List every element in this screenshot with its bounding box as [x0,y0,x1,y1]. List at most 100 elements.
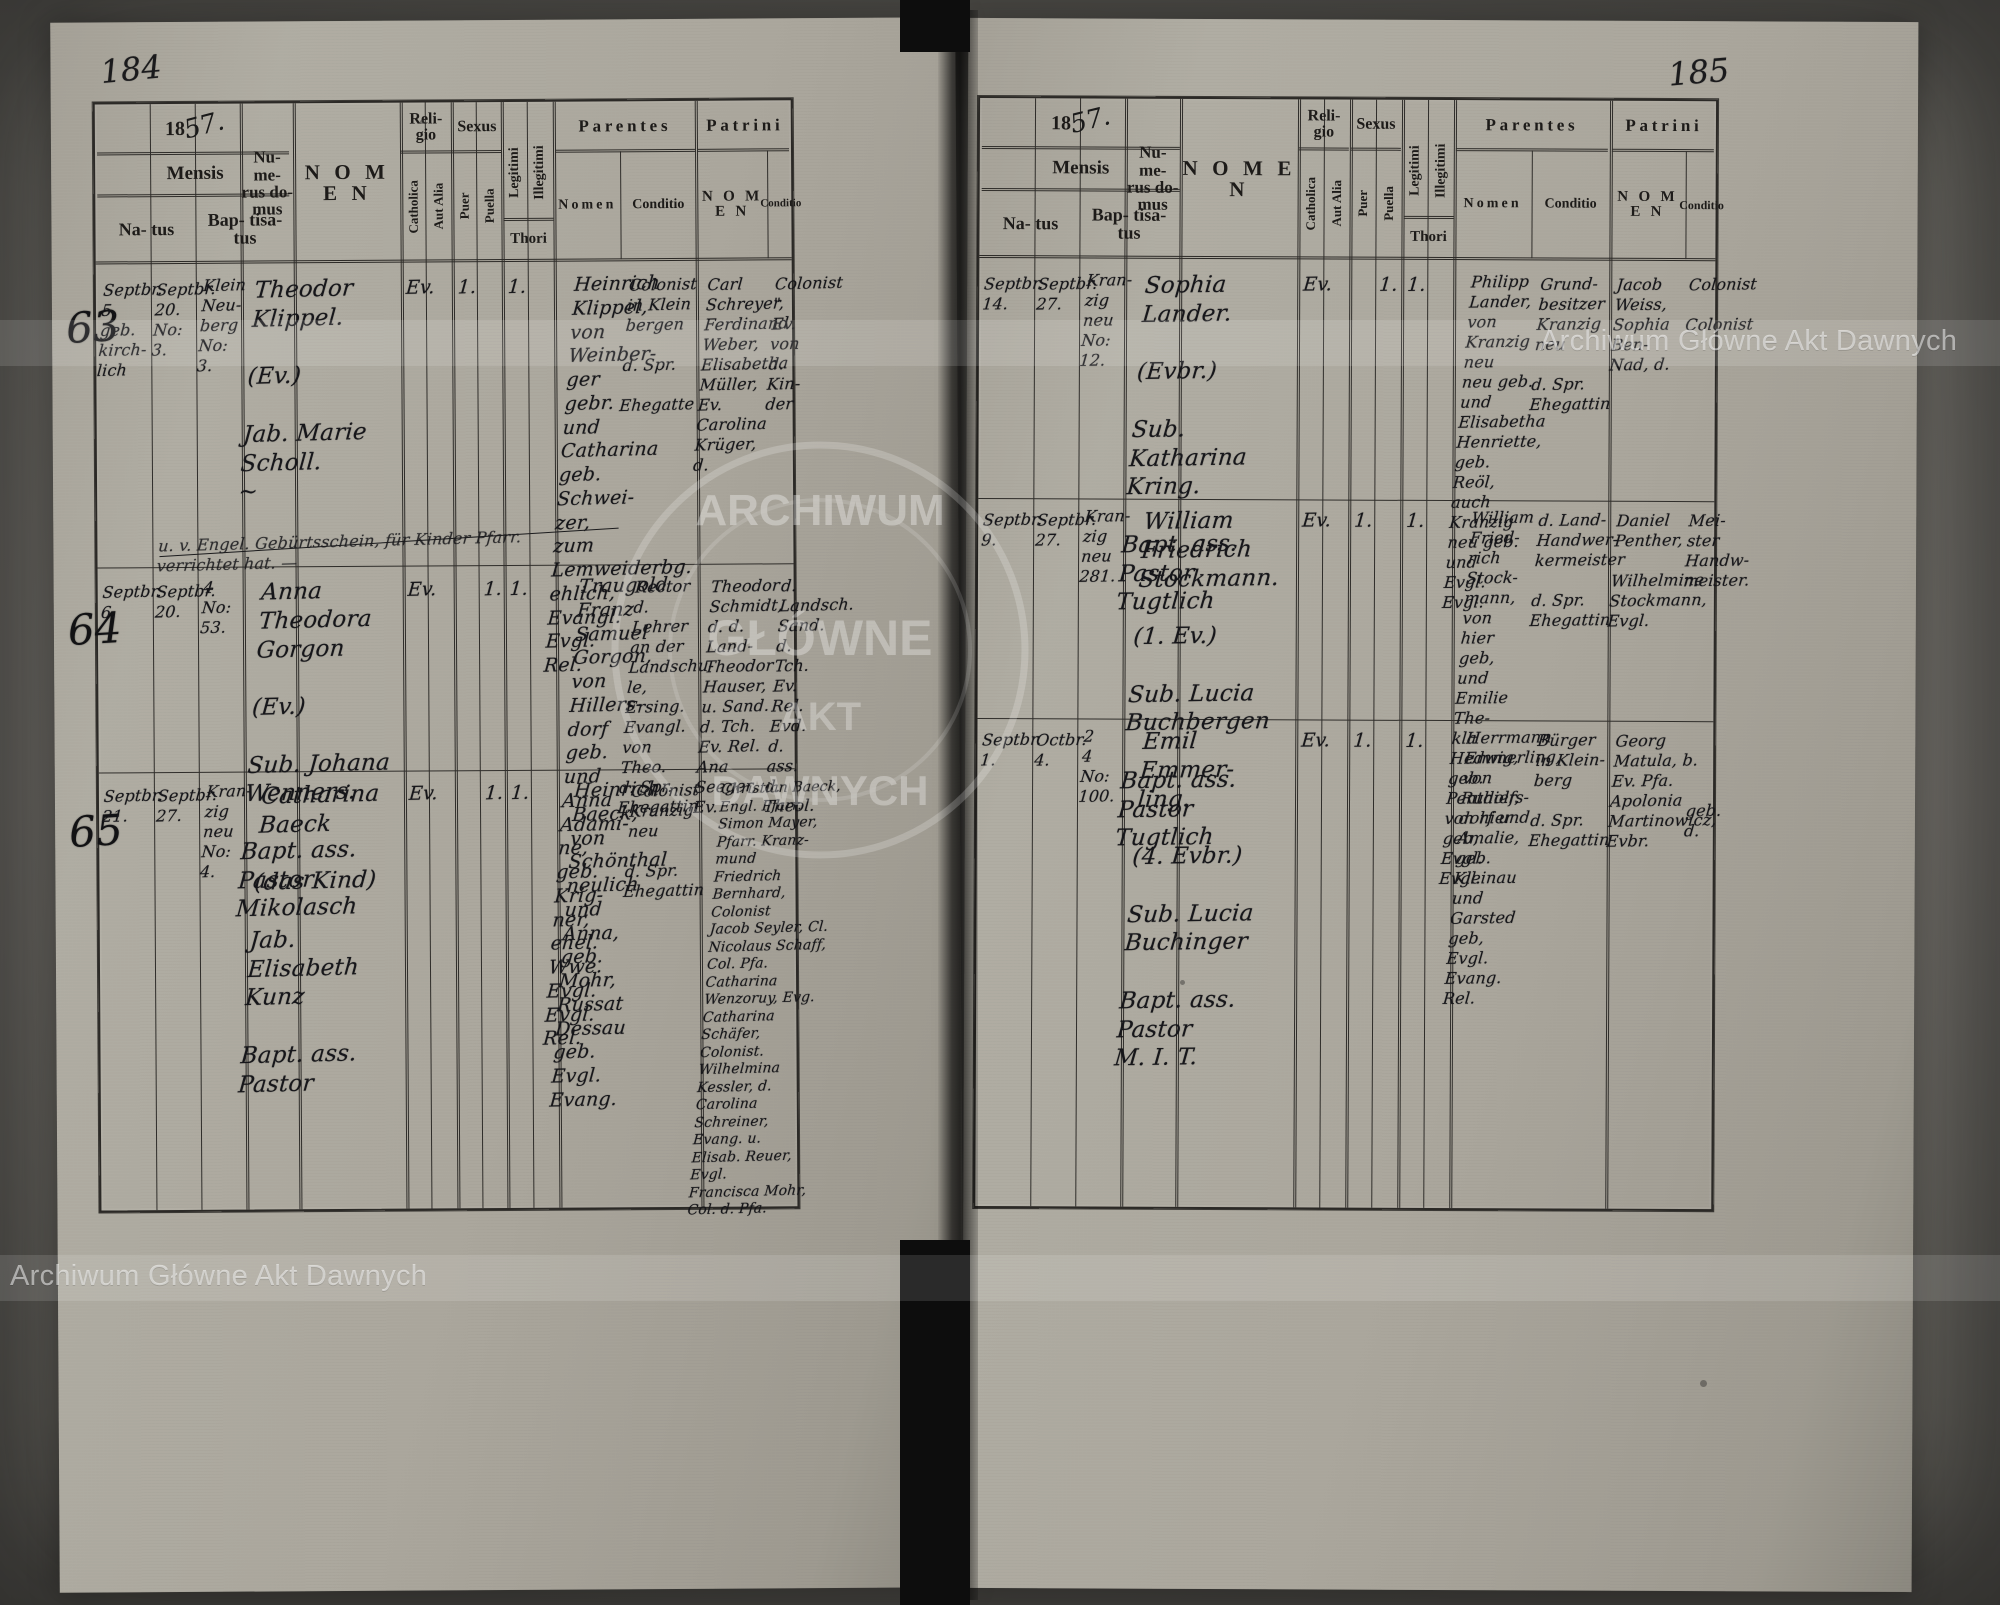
catholica-header: Catholica [1302,176,1319,231]
register-table-right: 18 57. Mensis Na- tus Bap- tisa- tus Nu-… [973,95,1758,1212]
rule [1397,99,1406,1208]
row-divider [977,717,1714,723]
natus-header: Na- tus [118,218,175,240]
record-numerus-domus: Kran- zig neu No: 12. [1078,270,1134,370]
year-handwritten: 57. [181,106,228,146]
patrini-nomen-header: N O M E N [1617,188,1679,220]
numerus-domus-header: Nu- me- rus do- mus [1126,143,1179,215]
page-number-right: 185 [1666,50,1731,94]
puer-header: Puer [1354,190,1371,218]
rule [1075,98,1082,1207]
record-numerus-domus: 4 No: 53. [199,577,233,638]
rule [149,104,158,1211]
record-numerus-domus: Kran- zig neu 281. [1078,506,1132,586]
sexus-header: Sexus [457,117,497,136]
year-handwritten: 57. [1067,100,1114,140]
record-legitimi: 1. [508,577,530,601]
aut-alia-header: Aut Alia [1328,180,1345,227]
row-divider [98,768,795,774]
left-page: 184 18 57. Mensis [50,17,965,1593]
record-baptisatus: Septbr. 27. [1034,509,1098,550]
record-sexus-puella: 1. [482,577,504,601]
catholica-header: Catholica [405,179,421,234]
rule [500,102,511,1209]
thori-header: Thori [1410,229,1447,246]
natus-header: Na- tus [1002,212,1059,234]
rule [450,102,461,1209]
aut-alia-header: Aut Alia [430,183,446,230]
religio-header: Reli- gio [409,110,443,144]
record-legitimi: 1. [510,781,531,805]
record-numerus-domus: 2 4 No: 100. [1077,726,1116,806]
sexus-header: Sexus [1356,115,1396,133]
record-sexus-puer: 1. [1353,509,1374,532]
rule [1449,100,1458,1209]
record-religio: Ev. [405,276,436,299]
record-parentes-conditio: Bürger in Klein- berg d. Spr. Ehegattin [1527,730,1611,851]
rule [1345,99,1354,1208]
nomen-main-header: N O M E N [304,159,390,206]
parentes-conditio-header: Conditio [1544,196,1597,212]
rule [1319,99,1326,1208]
record-religio: Ev. [408,782,439,805]
illegitimi-header: Illegitimi [1433,143,1449,199]
patrini-header: Patrini [1625,116,1703,136]
record-patrini-conditio: geb. d. [1683,800,1723,841]
record-numerus-domus: Kran- zig neu No: 4. [199,780,253,882]
page-number-left: 184 [98,47,164,92]
record-religio: Ev. [1301,509,1333,532]
record-natus: Septbr. 5. geb. kirch- lich [96,279,164,381]
paper-speck [420,120,424,124]
binding-clamp-top [900,0,970,52]
patrini-header: Patrini [706,115,784,136]
record-religio: Ev. [1300,729,1332,752]
parentes-conditio-header: Conditio [632,196,685,213]
record-natus: Septbr. 9. [980,509,1044,550]
record-patrini-nomen: Carl Schreyer, Ferdinand Weber, Elisabet… [692,274,790,475]
record-natus: Septbr. 1. [979,729,1043,770]
binding-clamp-bottom [900,1240,970,1605]
record-patrini-nomen: Daniel Penther, Wilhelmine Stockmann, Ev… [1606,510,1708,631]
record-parentes-conditio: Grund- besitzer Kranzig neu d. Spr. Eheg… [1528,274,1612,415]
record-natus: Septbr. 14. [981,273,1045,314]
rule [424,102,433,1209]
patrini-nomen-header: N O M E N [701,188,763,220]
record-nomen: Emil Emmer- ling. (4. Evbr.) Sub. Lucia … [1113,728,1255,1072]
parentes-header: Parentes [1485,115,1579,135]
record-patrini-conditio: Mei- ster Handw- meister. [1682,510,1751,591]
paper-speck [1180,980,1185,985]
nomen-main-header: N O M E N [1182,155,1297,202]
table-header-right: 18 57. Mensis Na- tus Bap- tisa- tus Nu-… [979,97,1724,262]
record-legitimi: 1. [507,275,528,299]
right-page: 185 18 57. Mensis Na- tus [961,17,1919,1593]
record-baptisatus: Octbr. 4. [1033,729,1088,770]
paper-speck [1700,1380,1707,1387]
legitimi-header: Legitimi [1407,145,1423,197]
record-sexus-puella: 1. [484,781,505,805]
record-parentes-conditio: Colonist Kranzig neu d. Spr. Ehegattin [622,780,705,902]
record-legitimi: 1. [1405,509,1426,533]
record-numerus-domus: Klein Neu- berg No: 3. [196,275,247,376]
rule [194,103,203,1210]
record-sexus-puer: 1. [1352,729,1373,752]
record-parentes-conditio: Colonist in Klein bergen d. Spr. Ehegatt… [618,274,698,416]
rule [1605,100,1614,1209]
record-religio: Ev. [1302,273,1334,296]
record-natus: Septbr. 21. [101,785,165,827]
illegitimi-header: Illegitimi [531,145,548,201]
record-patrini-nomen: Christian Baeck, Engl. Pfarr. Simon Maye… [686,778,842,1219]
record-baptisatus: Septbr. 20. [154,580,217,622]
religio-header: Reli- gio [1307,107,1341,141]
register-table-left: 18 57. Mensis Na- tus Bap- tisa- tus Nu-… [65,98,855,1218]
parentes-nomen-header: Nomen [558,197,617,213]
rule [1371,99,1378,1208]
record-baptisatus: Septbr. 27. [155,784,219,826]
record-baptisatus: Septbr. 27. [1035,273,1099,314]
record-nomen: Catharina Baeck (das Kind) Jab. Elisabet… [237,780,381,1098]
record-baptisatus: Septbr. 20. No: 3. [150,278,217,360]
table-header-left: 18 57. Mensis Na- tus Bap- tisa- tus Nu-… [94,100,801,265]
record-natus: Septbr. 6. [100,581,163,623]
record-sexus-puer: 1. [457,275,478,299]
record-religio: Ev. [406,578,438,601]
